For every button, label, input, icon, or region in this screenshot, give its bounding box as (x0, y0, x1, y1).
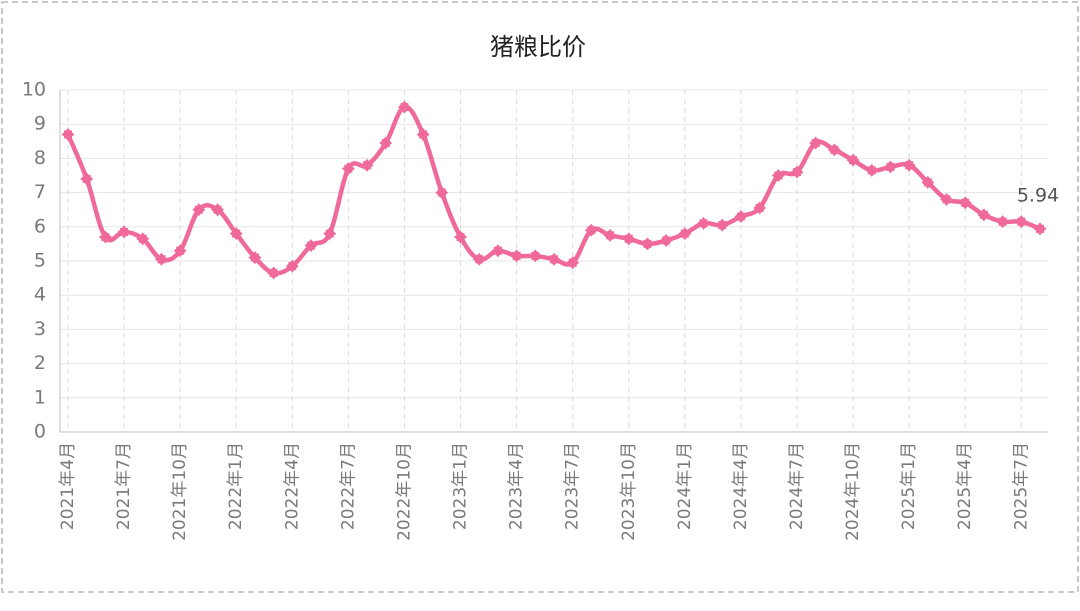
point-marker-core (811, 139, 820, 148)
point-marker-core (344, 164, 353, 173)
point-marker-core (325, 229, 334, 238)
x-tick-label: 2025年4月 (955, 442, 975, 530)
x-tick-label: 2021年4月 (58, 442, 78, 530)
x-tick-label: 2022年10月 (394, 442, 414, 541)
y-tick-label: 10 (22, 79, 46, 101)
point-marker-core (493, 246, 502, 255)
point-marker-core (437, 188, 446, 197)
point-marker-core (905, 161, 914, 170)
x-tick-label: 2024年10月 (843, 442, 863, 541)
point-marker-core (662, 236, 671, 245)
point-marker-core (120, 227, 129, 236)
point-marker-core (942, 195, 951, 204)
x-tick-label: 2025年1月 (899, 442, 919, 530)
x-tick-label: 2022年1月 (226, 442, 246, 530)
point-marker-core (886, 162, 895, 171)
point-marker-core (587, 226, 596, 235)
point-marker-core (1017, 217, 1026, 226)
point-marker-core (213, 205, 222, 214)
series-line (65, 104, 1041, 276)
point-marker-core (961, 198, 970, 207)
point-marker-core (157, 255, 166, 264)
y-tick-label: 4 (34, 284, 46, 306)
point-marker-core (531, 251, 540, 260)
point-marker-core (138, 234, 147, 243)
data-label: 5.94 (1017, 184, 1059, 206)
x-tick-label: 2023年10月 (619, 442, 639, 541)
point-marker-core (699, 219, 708, 228)
point-marker-core (923, 178, 932, 187)
point-marker-core (194, 205, 203, 214)
point-marker-core (774, 171, 783, 180)
point-marker-core (998, 217, 1007, 226)
point-marker-core (979, 210, 988, 219)
x-tick-label: 2024年4月 (731, 442, 751, 530)
point-marker-core (606, 231, 615, 240)
y-tick-label: 3 (34, 318, 46, 340)
frame (1, 1, 1079, 593)
point-marker-core (643, 239, 652, 248)
x-tick-label: 2023年7月 (563, 442, 583, 530)
point-marker-core (456, 233, 465, 242)
point-marker-core (680, 229, 689, 238)
x-tick-label: 2021年7月 (114, 442, 134, 530)
x-tick-label: 2024年7月 (787, 442, 807, 530)
point-marker-core (250, 253, 259, 262)
y-tick-label: 2 (34, 352, 46, 374)
point-marker-core (736, 212, 745, 221)
point-marker-core (512, 251, 521, 260)
point-marker-core (101, 233, 110, 242)
point-marker-core (867, 166, 876, 175)
point-marker-core (307, 241, 315, 250)
point-marker-core (82, 174, 91, 183)
point-marker-core (269, 268, 278, 277)
y-tick-label: 0 (34, 421, 46, 443)
point-marker-core (363, 161, 372, 170)
point-marker-core (381, 139, 390, 148)
x-tick-label: 2022年7月 (338, 442, 358, 530)
point-marker-core (849, 156, 858, 165)
point-marker-core (176, 246, 185, 255)
point-marker-core (64, 130, 72, 139)
point-marker-core (232, 229, 241, 238)
point-marker-core (288, 262, 297, 271)
point-marker-core (718, 221, 727, 230)
x-tick-label: 2024年1月 (675, 442, 695, 530)
x-tick-label: 2021年10月 (170, 442, 190, 541)
x-tick-label: 2023年1月 (451, 442, 471, 530)
point-marker-core (550, 255, 558, 264)
point-marker-core (793, 168, 801, 177)
y-tick-label: 8 (34, 147, 46, 169)
x-tick-label: 2023年4月 (507, 442, 527, 530)
x-tick-label: 2022年4月 (282, 442, 302, 530)
point-marker-core (755, 203, 764, 212)
x-tick-label: 2025年7月 (1011, 442, 1031, 530)
point-marker-core (400, 103, 409, 112)
chart-title: 猪粮比价 (490, 33, 586, 61)
point-marker-core (1036, 224, 1044, 233)
point-marker-core (419, 130, 428, 139)
y-tick-label: 6 (34, 215, 46, 237)
y-tick-label: 7 (34, 181, 46, 203)
y-tick-label: 9 (34, 113, 46, 135)
y-tick-label: 1 (34, 386, 46, 408)
point-marker-core (475, 255, 484, 264)
point-marker-core (624, 234, 633, 243)
point-marker-core (568, 258, 577, 267)
point-marker-core (830, 145, 839, 154)
y-tick-label: 5 (34, 250, 46, 272)
